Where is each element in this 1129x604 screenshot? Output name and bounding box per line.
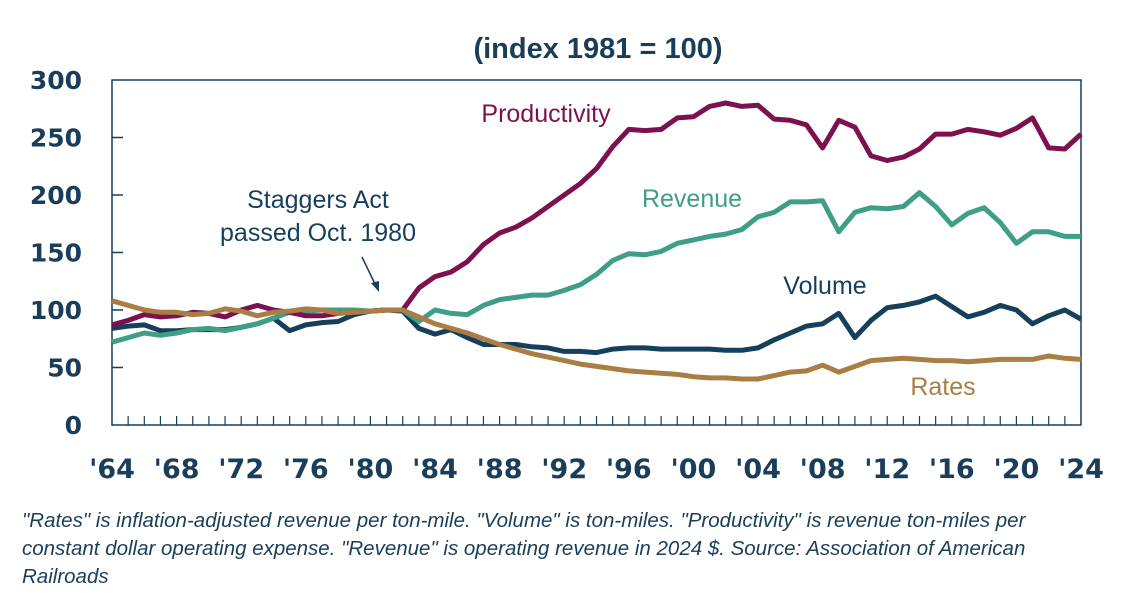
x-tick-label: '04 [735,454,781,485]
label-rates: Rates [910,373,975,401]
label-revenue: Revenue [642,185,742,213]
annotation-line-2: passed Oct. 1980 [220,219,416,247]
x-tick-label: '88 [477,454,523,485]
x-tick-label: '08 [800,454,846,485]
annotation-line-1: Staggers Act [247,186,389,214]
label-productivity: Productivity [481,100,611,128]
plot-frame [111,79,1082,426]
chart-title: (index 1981 = 100) [473,33,722,65]
x-tick-label: '16 [929,454,975,485]
x-tick-label: '96 [606,454,652,485]
x-tick-label: '12 [864,454,910,485]
x-tick-label: '72 [218,454,264,485]
x-tick-label: '76 [283,454,329,485]
x-axis: '64 '68 '72 '76 '80 '84 '88 '92 '96 '00 '04 '08 '12 '… [89,416,1104,485]
x-tick-label: '64 [89,454,135,485]
series-line-rates [111,298,1082,382]
x-tick-label: '68 [154,454,200,485]
y-tick-label: 200 [30,181,82,210]
label-volume: Volume [783,272,866,300]
y-axis: 0 50 100 150 200 250 300 [30,66,123,440]
footnote: "Rates" is inflation-adjusted revenue pe… [22,509,1026,588]
y-tick-label: 300 [30,66,82,95]
y-tick-label: 50 [47,354,82,383]
y-tick-label: 100 [30,296,82,325]
series-line-revenue [111,190,1081,345]
x-tick-label: '24 [1058,454,1104,485]
x-tick-label: '20 [993,454,1039,485]
x-tick-label: '00 [670,454,716,485]
annotation-arrow [361,256,379,292]
y-tick-label: 250 [30,124,82,153]
series-lines [111,100,1083,382]
y-tick-label: 150 [30,239,82,268]
x-tick-label: '80 [347,454,393,485]
x-tick-label: '92 [541,454,587,485]
y-tick-label: 0 [65,411,82,440]
x-tick-label: '84 [412,454,458,485]
